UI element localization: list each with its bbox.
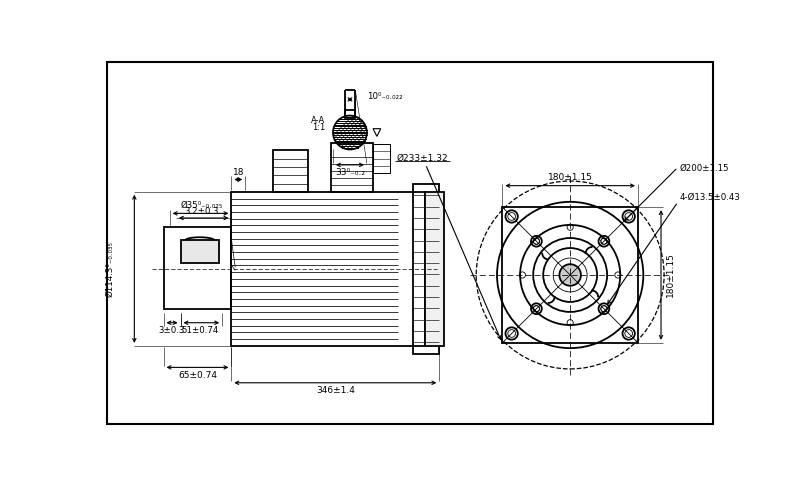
Text: 346±1.4: 346±1.4	[316, 386, 354, 395]
Bar	[345, 110, 355, 118]
Text: A-A: A-A	[311, 116, 326, 125]
Text: 10⁰₋₀.₀₂₂: 10⁰₋₀.₀₂₂	[367, 92, 402, 101]
Bar	[502, 207, 638, 343]
Text: Ø233±1.32: Ø233±1.32	[397, 153, 448, 162]
Text: 180±1.15: 180±1.15	[548, 174, 593, 183]
Bar	[231, 192, 426, 346]
Text: Ø114.3⁰₋₀.₀₃₅: Ø114.3⁰₋₀.₀₃₅	[106, 241, 114, 297]
Bar	[181, 241, 219, 264]
Text: 65±0.74: 65±0.74	[178, 371, 217, 380]
Text: Ø35⁰₋₀.₀₂₅: Ø35⁰₋₀.₀₂₅	[181, 201, 223, 210]
Bar	[331, 143, 373, 192]
Text: 3.2±0.3: 3.2±0.3	[185, 207, 219, 216]
Text: 18: 18	[233, 168, 244, 177]
Text: 4-Ø13.5±0.43: 4-Ø13.5±0.43	[679, 193, 740, 201]
Bar	[426, 192, 444, 346]
Bar	[413, 184, 439, 353]
Bar	[273, 150, 308, 192]
Bar	[163, 227, 231, 309]
Text: 51±0.74: 51±0.74	[182, 326, 219, 335]
Circle shape	[559, 264, 581, 286]
Text: 33⁰₋₀.₂: 33⁰₋₀.₂	[335, 168, 365, 177]
Text: 3±0.3: 3±0.3	[158, 326, 185, 335]
Text: 180±1.15: 180±1.15	[666, 253, 674, 297]
Text: 1:1: 1:1	[312, 122, 326, 132]
Text: Ø200±1.15: Ø200±1.15	[679, 164, 729, 173]
Bar	[373, 144, 390, 174]
